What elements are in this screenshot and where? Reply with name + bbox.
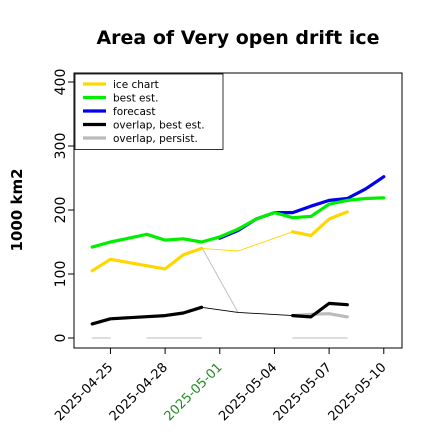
series-ice-chart bbox=[90, 210, 349, 273]
legend-item: overlap, persist. bbox=[83, 133, 198, 145]
chart-title: Area of Very open drift ice bbox=[96, 27, 379, 49]
series-layer bbox=[90, 175, 386, 339]
x-axis: 2025-04-252025-04-282025-05-012025-05-04… bbox=[52, 348, 390, 424]
legend-item: ice chart bbox=[83, 79, 159, 91]
series-overlap-best-est- bbox=[90, 301, 349, 326]
y-axis: 0 100 200 300 400 bbox=[53, 69, 74, 343]
series-best-est- bbox=[90, 196, 386, 249]
legend-item: best est. bbox=[83, 93, 158, 105]
series-line-segment bbox=[218, 175, 386, 240]
series-line-segment bbox=[291, 210, 349, 238]
series-forecast bbox=[218, 175, 386, 240]
y-axis-label: 1000 km2 bbox=[8, 168, 26, 251]
legend-label: forecast bbox=[113, 106, 155, 118]
legend-label: overlap, persist. bbox=[113, 133, 198, 145]
y-tick-label: 100 bbox=[53, 261, 69, 288]
legend-item: forecast bbox=[83, 106, 155, 118]
series-line-segment bbox=[291, 301, 349, 319]
legend-label: overlap, best est. bbox=[113, 120, 205, 132]
series-overlap-persist- bbox=[91, 246, 349, 339]
legend-label: ice chart bbox=[113, 79, 159, 91]
y-tick-label: 400 bbox=[53, 69, 69, 96]
y-tick-label: 200 bbox=[53, 197, 69, 224]
series-line-segment bbox=[201, 306, 294, 317]
legend-item: overlap, best est. bbox=[83, 120, 205, 132]
series-line-segment bbox=[90, 305, 204, 326]
y-tick-label: 0 bbox=[53, 334, 69, 343]
legend-label: best est. bbox=[113, 93, 158, 105]
x-tick-label: 2025-05-10 bbox=[326, 360, 390, 424]
series-line-segment bbox=[90, 246, 204, 273]
series-line-segment bbox=[201, 231, 294, 252]
series-line-segment bbox=[201, 246, 239, 313]
y-tick-label: 300 bbox=[53, 133, 69, 160]
series-line-segment bbox=[90, 196, 386, 249]
legend: ice chart best est.forecast overlap, best … bbox=[74, 73, 224, 150]
